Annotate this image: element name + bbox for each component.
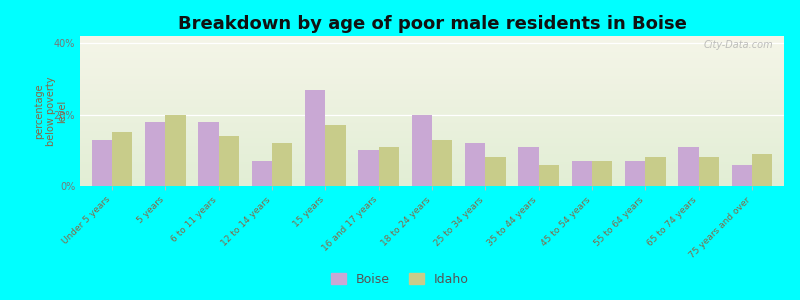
Bar (678, 147, 698, 186)
Bar (432, 140, 452, 186)
Bar (378, 147, 399, 186)
Bar (486, 158, 506, 186)
Bar (305, 90, 326, 186)
Bar (272, 143, 292, 186)
Title: Breakdown by age of poor male residents in Boise: Breakdown by age of poor male residents … (178, 15, 686, 33)
Bar (518, 147, 538, 186)
Bar (538, 165, 559, 186)
Bar (572, 161, 592, 186)
Bar (646, 158, 666, 186)
Bar (358, 150, 378, 186)
Text: City-Data.com: City-Data.com (704, 40, 774, 50)
Bar (412, 115, 432, 186)
Bar (752, 154, 772, 186)
Bar (166, 115, 186, 186)
Bar (592, 161, 612, 186)
Bar (112, 132, 132, 186)
Bar (326, 125, 346, 186)
Bar (465, 143, 486, 186)
Bar (92, 140, 112, 186)
Legend: Boise, Idaho: Boise, Idaho (326, 268, 474, 291)
Bar (145, 122, 166, 186)
Bar (698, 158, 719, 186)
Y-axis label: percentage
below poverty
level: percentage below poverty level (34, 76, 67, 146)
Bar (732, 165, 752, 186)
Bar (625, 161, 646, 186)
Bar (218, 136, 239, 186)
Bar (252, 161, 272, 186)
Bar (198, 122, 218, 186)
